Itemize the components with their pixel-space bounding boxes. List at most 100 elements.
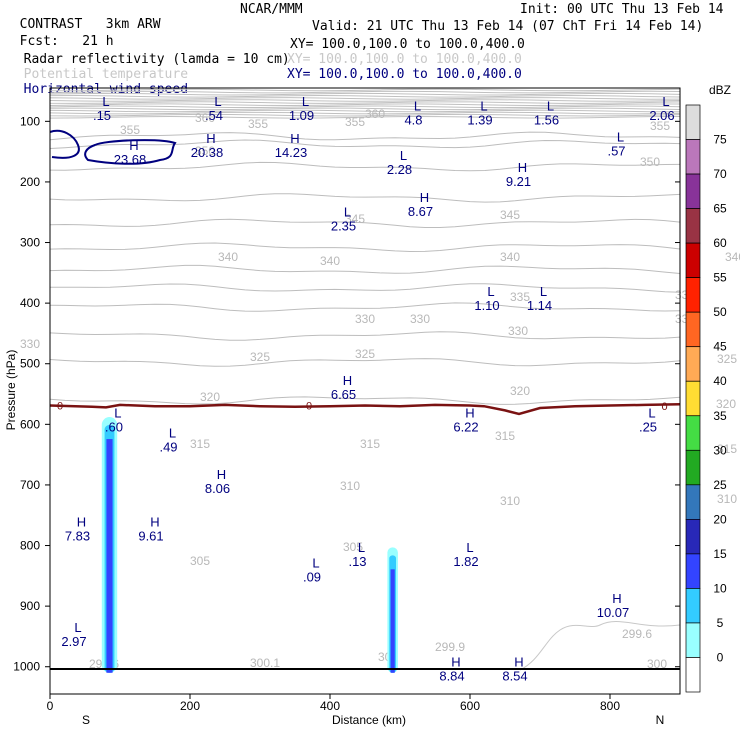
x-end-label-left: S (82, 713, 90, 727)
freezing-level-line (49, 403, 681, 416)
colorbar-swatch (685, 657, 701, 693)
wind-extremum-value: 1.09 (289, 108, 314, 123)
colorbar-swatch (685, 208, 701, 244)
wind-extremum-value: 2.28 (387, 162, 412, 177)
wind-extremum-value: 8.67 (408, 204, 433, 219)
theta-label: 325 (250, 350, 270, 364)
wind-extremum-value: 2.06 (649, 108, 674, 123)
model-name: CONTRAST (19, 17, 83, 32)
theta-point-label: 300 (647, 657, 667, 671)
wind-extremum-type: L (400, 148, 407, 163)
wind-extremum-type: L (214, 94, 221, 109)
wind-extremum-type: L (466, 540, 473, 555)
x-axis-label: Distance (km) (332, 713, 406, 727)
wind-extremum-type: L (358, 540, 365, 555)
wind-extremum-value: .54 (205, 108, 223, 123)
theta-upper-contour (49, 94, 681, 98)
theta-label: 320 (510, 384, 530, 398)
wind-extremum-type: L (114, 406, 121, 421)
wind-extremum-value: 9.21 (506, 174, 531, 189)
colorbar-swatch (685, 173, 701, 209)
theta-upper-contour (49, 113, 681, 117)
colorbar-level-label: 30 (713, 443, 727, 457)
theta-label: 315 (717, 442, 737, 456)
y-tick-label: 1000 (13, 660, 40, 674)
theta-label: 315 (495, 429, 515, 443)
freezing-level-label: 0 (57, 401, 63, 413)
freezing-level-label: 0 (306, 401, 312, 413)
wind-extremum-type: H (420, 190, 429, 205)
wind-extremum-type: H (612, 591, 621, 606)
theta-point-label: 299.6 (622, 627, 652, 641)
theta-label: 355 (650, 119, 670, 133)
wind-extremum-value: 2.97 (61, 634, 86, 649)
wind-extremum-type: L (344, 204, 351, 219)
wind-extremum-value: 20.38 (191, 145, 224, 160)
reflectivity-cell-core (390, 569, 395, 673)
header-valid: Valid: 21 UTC Thu 13 Feb 14 (07 ChT Fri … (312, 19, 704, 34)
wind-extremum-type: L (648, 406, 655, 421)
wind-extremum-type: H (129, 138, 138, 153)
x-tick-label: 200 (180, 699, 200, 713)
wind-extremum-value: 1.39 (467, 112, 492, 127)
wind-extremum-value: 8.54 (502, 669, 527, 684)
surface-theta-contour (519, 621, 681, 671)
wind-extremum-type: H (514, 655, 523, 670)
wind-extremum-value: .60 (105, 420, 123, 435)
colorbar-swatch (685, 622, 701, 658)
x-tick-label: 800 (600, 699, 620, 713)
theta-label: 340 (218, 250, 238, 264)
colorbar-swatch (685, 519, 701, 555)
wind-extremum-type: H (150, 515, 159, 530)
theta-contour-320 (49, 302, 681, 312)
colorbar-unit: dBZ (709, 83, 731, 97)
colorbar-level-label: 65 (713, 202, 727, 216)
colorbar-level-label: 25 (713, 478, 727, 492)
colorbar-swatch (685, 484, 701, 520)
theta-contour-305 (49, 396, 681, 405)
colorbar-level-label: 10 (713, 581, 727, 595)
colorbar: 0 5 10 15 20 25 30 35 40 45 50 55 60 65 70 75 (685, 104, 727, 693)
wind-extremum-value: .49 (159, 440, 177, 455)
wind-extremum-type: L (487, 284, 494, 299)
theta-contour-330 (49, 264, 681, 274)
theta-label: 355 (345, 115, 365, 129)
y-tick-label: 900 (20, 599, 40, 613)
theta-label: 315 (190, 437, 210, 451)
wind-extremum-type: H (290, 131, 299, 146)
y-tick-label: 400 (20, 296, 40, 310)
header-org: NCAR/MMM (240, 2, 303, 17)
wind-extremum-type: L (312, 555, 319, 570)
theta-point-label: 300.1 (250, 656, 280, 670)
field-theta-xy: XY= 100.0,100.0 to 100.0,400.0 (287, 52, 522, 67)
colorbar-level-label: 40 (713, 374, 727, 388)
wind-extremum-value: 4.8 (404, 112, 422, 127)
colorbar-swatch (685, 242, 701, 278)
theta-label: 340 (725, 250, 740, 264)
colorbar-level-label: 15 (713, 547, 727, 561)
theta-contour-355 (49, 139, 681, 149)
y-tick-label: 300 (20, 236, 40, 250)
theta-upper-contour (49, 105, 681, 109)
theta-upper-contour (49, 88, 681, 92)
wind-extremum-type: H (343, 373, 352, 388)
theta-label: 330 (355, 312, 375, 326)
theta-label: 345 (500, 208, 520, 222)
reflectivity-cell-core (106, 439, 113, 673)
colorbar-swatch (685, 553, 701, 589)
theta-label: 325 (717, 352, 737, 366)
wind-extremum-type: H (518, 160, 527, 175)
theta-upper-contour (49, 103, 681, 106)
plot-area: 3403403403403353353303303303303303253253… (20, 88, 740, 684)
wind-extremum-value: .15 (93, 108, 111, 123)
colorbar-level-label: 55 (713, 271, 727, 285)
theta-label: 325 (355, 347, 375, 361)
theta-label: 330 (508, 324, 528, 338)
wind-extremum-value: 1.56 (534, 112, 559, 127)
colorbar-level-label: 5 (717, 616, 724, 630)
wind-extremum-type: L (662, 94, 669, 109)
theta-label: 320 (716, 397, 736, 411)
x-end-label-right: N (656, 713, 665, 727)
colorbar-level-label: 70 (713, 167, 727, 181)
colorbar-level-label: 50 (713, 305, 727, 319)
